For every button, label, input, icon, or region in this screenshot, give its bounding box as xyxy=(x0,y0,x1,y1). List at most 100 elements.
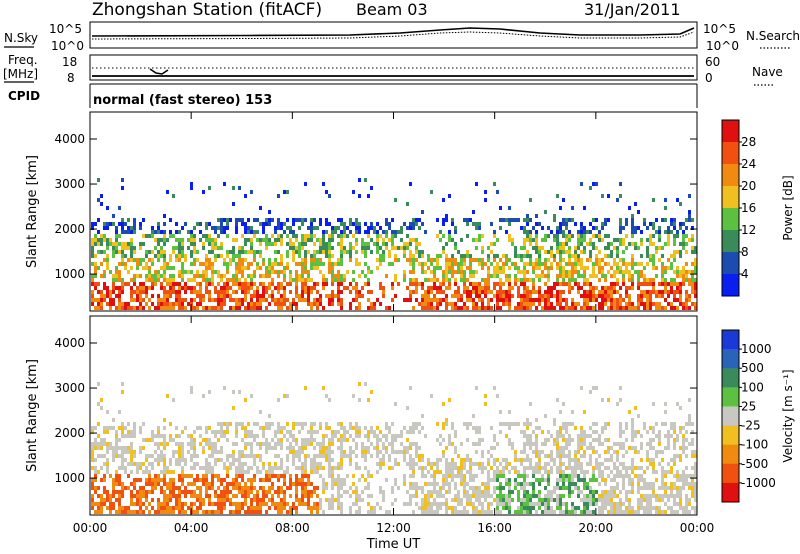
heatmap-cell xyxy=(121,494,124,498)
heatmap-cell xyxy=(616,302,619,306)
heatmap-cell xyxy=(679,294,682,298)
heatmap-cell xyxy=(496,486,499,490)
heatmap-cell xyxy=(298,298,301,302)
heatmap-cell xyxy=(403,458,406,462)
heatmap-cell xyxy=(604,254,607,258)
heatmap-cell xyxy=(358,506,361,510)
heatmap-cell xyxy=(526,454,529,458)
heatmap-cell xyxy=(685,234,688,238)
heatmap-cell xyxy=(121,462,124,466)
heatmap-cell xyxy=(238,502,241,506)
heatmap-cell xyxy=(355,462,358,466)
heatmap-cell xyxy=(565,226,568,230)
heatmap-cell xyxy=(415,250,418,254)
heatmap-cell xyxy=(583,502,586,506)
noise-panel: N.Sky 10^5 10^0 N.Search 10^5 10^0 xyxy=(4,21,800,53)
heatmap-cell xyxy=(112,494,115,498)
heatmap-cell xyxy=(577,230,580,234)
heatmap-cell xyxy=(172,470,175,474)
heatmap-cell xyxy=(568,282,571,286)
heatmap-cell xyxy=(493,294,496,298)
heatmap-cell xyxy=(376,450,379,454)
heatmap-cell xyxy=(667,446,670,450)
heatmap-cell xyxy=(547,294,550,298)
heatmap-cell xyxy=(232,202,235,206)
heatmap-cell xyxy=(595,226,598,230)
heatmap-cell xyxy=(667,290,670,294)
heatmap-cell xyxy=(169,294,172,298)
heatmap-cell xyxy=(289,226,292,230)
heatmap-cell xyxy=(226,422,229,426)
heatmap-cell xyxy=(559,266,562,270)
heatmap-cell xyxy=(613,298,616,302)
heatmap-cell xyxy=(148,234,151,238)
heatmap-cell xyxy=(262,426,265,430)
heatmap-cell xyxy=(349,510,352,514)
heatmap-cell xyxy=(544,494,547,498)
heatmap-cell xyxy=(655,478,658,482)
heatmap-cell xyxy=(277,478,280,482)
heatmap-cell xyxy=(496,494,499,498)
heatmap-cell xyxy=(496,266,499,270)
heatmap-cell xyxy=(631,234,634,238)
heatmap-cell xyxy=(280,262,283,266)
heatmap-cell xyxy=(658,450,661,454)
heatmap-cell xyxy=(556,494,559,498)
heatmap-cell xyxy=(379,486,382,490)
heatmap-cell xyxy=(325,498,328,502)
heatmap-cell xyxy=(655,306,658,310)
heatmap-cell xyxy=(292,278,295,282)
heatmap-cell xyxy=(97,506,100,510)
heatmap-cell xyxy=(280,510,283,514)
heatmap-cell xyxy=(670,422,673,426)
heatmap-cell xyxy=(508,258,511,262)
heatmap-cell xyxy=(364,274,367,278)
heatmap-cell xyxy=(325,230,328,234)
heatmap-cell xyxy=(331,270,334,274)
heatmap-cell xyxy=(238,270,241,274)
heatmap-cell xyxy=(565,250,568,254)
heatmap-cell xyxy=(355,442,358,446)
heatmap-cell xyxy=(274,462,277,466)
heatmap-cell xyxy=(568,422,571,426)
heatmap-cell xyxy=(631,254,634,258)
heatmap-cell xyxy=(163,498,166,502)
heatmap-cell xyxy=(175,506,178,510)
heatmap-cell xyxy=(211,510,214,514)
heatmap-cell xyxy=(118,222,121,226)
heatmap-cell xyxy=(529,298,532,302)
heatmap-cell xyxy=(556,482,559,486)
heatmap-cell xyxy=(634,226,637,230)
heatmap-cell xyxy=(337,290,340,294)
heatmap-cell xyxy=(562,454,565,458)
heatmap-cell xyxy=(247,466,250,470)
heatmap-cell xyxy=(565,426,568,430)
heatmap-cell xyxy=(628,286,631,290)
heatmap-cell xyxy=(262,294,265,298)
heatmap-cell xyxy=(424,302,427,306)
heatmap-cell xyxy=(343,222,346,226)
heatmap-cell xyxy=(562,462,565,466)
heatmap-cell xyxy=(175,258,178,262)
heatmap-cell xyxy=(244,470,247,474)
heatmap-cell xyxy=(208,462,211,466)
heatmap-cell xyxy=(631,506,634,510)
heatmap-cell xyxy=(238,462,241,466)
heatmap-cell xyxy=(130,430,133,434)
heatmap-cell xyxy=(628,474,631,478)
heatmap-cell xyxy=(613,262,616,266)
heatmap-cell xyxy=(568,262,571,266)
heatmap-cell xyxy=(580,386,583,390)
heatmap-cell xyxy=(523,430,526,434)
heatmap-cell xyxy=(160,274,163,278)
heatmap-cell xyxy=(694,266,697,270)
heatmap-cell xyxy=(364,222,367,226)
heatmap-cell xyxy=(559,450,562,454)
heatmap-cell xyxy=(391,230,394,234)
heatmap-cell xyxy=(664,270,667,274)
heatmap-cell xyxy=(670,286,673,290)
heatmap-cell xyxy=(628,270,631,274)
heatmap-cell xyxy=(601,502,604,506)
heatmap-cell xyxy=(250,286,253,290)
heatmap-cell xyxy=(523,490,526,494)
